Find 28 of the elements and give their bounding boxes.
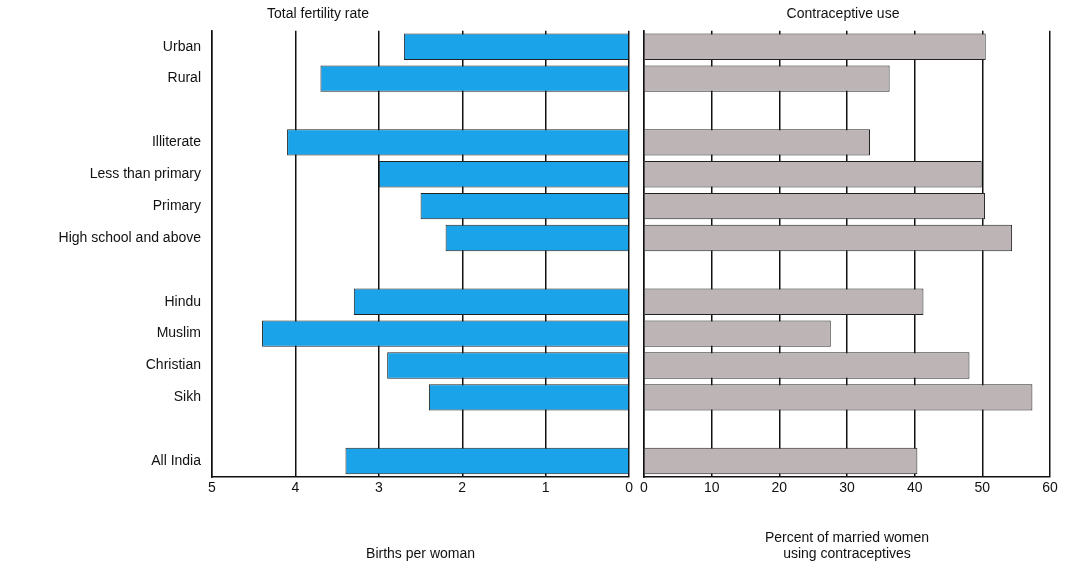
- x-tick-label: 0: [640, 479, 649, 496]
- x-tick-label: 3: [374, 479, 383, 496]
- chart-title: Total fertility rate: [267, 5, 370, 22]
- y-tick-label: All India: [151, 451, 202, 468]
- x-tick-label: 10: [703, 479, 720, 496]
- x-axis-title: Births per woman: [366, 545, 476, 562]
- x-tick-label: 30: [839, 479, 855, 496]
- y-tick-label: High school and above: [58, 228, 202, 245]
- x-tick-label: 4: [291, 479, 300, 496]
- x-axis-title: Percent of married women using contraceptives: [764, 528, 930, 562]
- y-tick-label: Illiterate: [151, 133, 202, 150]
- x-tick-label: 5: [208, 479, 217, 496]
- y-tick-label: Urban: [162, 37, 201, 54]
- y-tick-label: Less than primary: [89, 165, 201, 182]
- x-tick-label: 2: [458, 479, 467, 496]
- y-tick-label: Sikh: [173, 388, 201, 405]
- x-tick-label: 0: [625, 479, 634, 496]
- y-tick-label: Christian: [145, 356, 201, 373]
- y-tick-label: Hindu: [164, 292, 201, 309]
- y-tick-label: Muslim: [156, 324, 201, 341]
- x-tick-label: 50: [974, 479, 991, 496]
- chart-title: Contraceptive use: [786, 5, 900, 22]
- x-tick-label: 1: [541, 479, 550, 496]
- x-tick-label: 40: [906, 479, 923, 496]
- x-tick-label: 20: [771, 479, 788, 496]
- x-tick-label: 60: [1042, 479, 1058, 496]
- y-tick-label: Rural: [167, 69, 201, 86]
- y-tick-label: Primary: [152, 196, 201, 213]
